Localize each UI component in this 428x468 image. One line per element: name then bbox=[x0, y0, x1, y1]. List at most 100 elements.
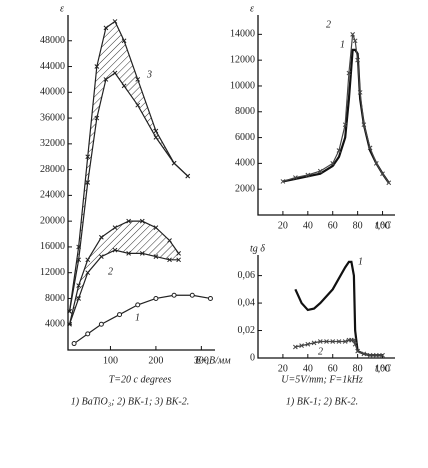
marker bbox=[85, 331, 91, 337]
marker bbox=[71, 341, 77, 347]
marker bbox=[380, 352, 385, 358]
x-axis-label: t,°C bbox=[375, 363, 391, 374]
marker bbox=[293, 175, 298, 180]
y-axis-label: tg δ bbox=[250, 243, 265, 254]
marker bbox=[85, 154, 91, 160]
y-tick-label: 20000 bbox=[40, 215, 65, 226]
marker bbox=[121, 38, 127, 44]
marker bbox=[176, 257, 181, 263]
marker bbox=[153, 135, 159, 140]
marker bbox=[171, 292, 177, 298]
marker bbox=[293, 344, 298, 350]
marker bbox=[85, 180, 91, 185]
y-tick-label: 8000 bbox=[235, 106, 255, 117]
curve-label: 2 bbox=[326, 19, 331, 30]
curve-label: 1 bbox=[135, 312, 140, 323]
marker bbox=[112, 19, 118, 24]
marker bbox=[342, 122, 348, 128]
marker bbox=[355, 57, 360, 63]
curve-label: 1 bbox=[340, 39, 345, 50]
y-tick-label: 14000 bbox=[230, 29, 255, 40]
marker bbox=[99, 234, 104, 240]
x-tick-label: 20 bbox=[278, 220, 288, 231]
marker bbox=[126, 251, 131, 256]
marker bbox=[324, 339, 329, 344]
subtitle: T=20 c degrees bbox=[109, 374, 172, 385]
marker bbox=[185, 173, 191, 179]
marker bbox=[99, 254, 104, 259]
marker bbox=[176, 251, 181, 256]
curve bbox=[68, 249, 179, 325]
marker bbox=[171, 160, 177, 166]
marker bbox=[139, 218, 145, 224]
y-tick-label: 12000 bbox=[230, 54, 255, 65]
marker bbox=[167, 257, 172, 263]
marker bbox=[336, 339, 342, 344]
x-tick-label: 60 bbox=[328, 220, 338, 231]
axes bbox=[257, 15, 395, 216]
marker bbox=[139, 251, 145, 256]
marker bbox=[76, 257, 81, 263]
marker bbox=[305, 341, 311, 347]
marker bbox=[373, 352, 379, 358]
curve bbox=[73, 294, 211, 345]
marker bbox=[94, 115, 100, 121]
x-tick-label: 80 bbox=[353, 220, 363, 231]
x-axis-label: E~,B/мм bbox=[194, 355, 231, 366]
x-tick-label: 100 bbox=[375, 220, 390, 231]
axes bbox=[67, 15, 215, 351]
x-tick-label: 100 bbox=[375, 363, 390, 374]
marker bbox=[207, 295, 213, 301]
y-tick-label: 4000 bbox=[235, 158, 255, 169]
curve bbox=[68, 220, 180, 325]
y-tick-label: 48000 bbox=[40, 35, 65, 46]
marker bbox=[67, 308, 72, 314]
y-tick-label: 40000 bbox=[40, 87, 65, 98]
marker bbox=[112, 225, 118, 230]
marker bbox=[380, 171, 385, 177]
x-tick-label: 60 bbox=[328, 363, 338, 374]
marker bbox=[357, 90, 363, 95]
caption: 1) ВК-1; 2) ВК-2. bbox=[286, 396, 358, 407]
marker bbox=[367, 352, 373, 358]
marker bbox=[135, 102, 141, 108]
marker bbox=[76, 283, 81, 288]
y-tick-label: 44000 bbox=[40, 61, 65, 72]
marker bbox=[280, 179, 286, 184]
y-tick-label: 24000 bbox=[40, 190, 65, 201]
curve-label: 1 bbox=[358, 256, 363, 267]
x-tick-label: 40 bbox=[303, 363, 313, 374]
y-tick-label: 0,02 bbox=[238, 325, 256, 336]
marker bbox=[67, 321, 72, 327]
y-tick-label: 16000 bbox=[40, 241, 65, 252]
x-tick-label: 20 bbox=[278, 363, 288, 374]
y-tick-label: 8000 bbox=[45, 293, 65, 304]
marker bbox=[112, 70, 118, 76]
marker bbox=[94, 64, 100, 69]
marker bbox=[167, 238, 172, 243]
x-tick-label: 200 bbox=[148, 355, 163, 366]
x-tick-label: 80 bbox=[353, 363, 363, 374]
marker bbox=[135, 302, 141, 308]
marker bbox=[103, 25, 109, 31]
marker bbox=[373, 161, 379, 166]
curve bbox=[282, 48, 390, 184]
marker bbox=[346, 70, 352, 76]
y-tick-label: 0 bbox=[250, 352, 255, 363]
marker bbox=[317, 339, 323, 344]
marker bbox=[361, 122, 367, 128]
marker bbox=[330, 339, 336, 344]
marker bbox=[336, 148, 342, 153]
marker bbox=[367, 145, 373, 151]
curve-label: 2 bbox=[318, 346, 323, 357]
marker bbox=[317, 168, 323, 174]
marker bbox=[153, 128, 159, 134]
x-tick-label: 300 bbox=[194, 355, 209, 366]
marker bbox=[121, 83, 127, 89]
marker bbox=[153, 225, 159, 230]
y-tick-label: 32000 bbox=[40, 138, 65, 149]
marker bbox=[386, 180, 392, 186]
marker bbox=[311, 340, 317, 346]
marker bbox=[361, 351, 367, 357]
